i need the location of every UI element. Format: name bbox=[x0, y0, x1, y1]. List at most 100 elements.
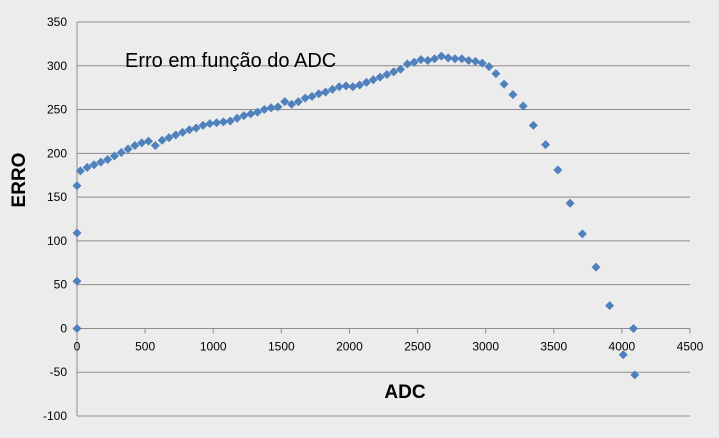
data-point bbox=[212, 118, 222, 128]
y-tick-label: 0 bbox=[60, 321, 67, 335]
data-point bbox=[205, 119, 215, 129]
data-point bbox=[423, 56, 433, 66]
y-axis-title: ERRO bbox=[9, 153, 30, 208]
data-point bbox=[300, 93, 310, 103]
data-points bbox=[72, 51, 640, 380]
data-point bbox=[605, 301, 615, 311]
data-point bbox=[402, 59, 412, 69]
data-point bbox=[287, 99, 297, 109]
data-point bbox=[103, 154, 113, 164]
data-point bbox=[191, 123, 201, 133]
data-point bbox=[75, 166, 85, 176]
y-tick-label: -100 bbox=[43, 409, 67, 423]
chart-title: Erro em função do ADC bbox=[125, 50, 336, 72]
data-point bbox=[499, 79, 509, 89]
data-point bbox=[577, 229, 587, 239]
data-point bbox=[361, 77, 371, 87]
y-tick-label: 250 bbox=[47, 103, 67, 117]
y-tick-label: 200 bbox=[47, 146, 67, 160]
data-point bbox=[541, 140, 551, 150]
x-tick-label: 2000 bbox=[336, 339, 363, 353]
data-point bbox=[389, 67, 399, 77]
data-point bbox=[280, 97, 290, 107]
x-tick-label: 500 bbox=[135, 339, 155, 353]
y-tick-label: 350 bbox=[47, 15, 67, 29]
x-tick-label: 3000 bbox=[472, 339, 499, 353]
data-point bbox=[348, 82, 358, 92]
data-point bbox=[508, 90, 518, 100]
data-point bbox=[157, 135, 167, 145]
data-point bbox=[321, 87, 331, 97]
data-point bbox=[72, 276, 82, 286]
x-tick-labels: 0 500 1000 1500 2000 2500 3000 3500 4000 4500 bbox=[74, 339, 704, 353]
data-point bbox=[518, 101, 528, 111]
data-point bbox=[565, 198, 575, 208]
data-point bbox=[89, 160, 99, 170]
gridlines bbox=[77, 21, 690, 417]
data-point bbox=[72, 228, 82, 238]
data-point bbox=[430, 54, 440, 64]
data-point bbox=[137, 138, 147, 148]
data-point bbox=[144, 136, 154, 146]
data-point bbox=[355, 80, 365, 90]
data-point bbox=[630, 370, 640, 380]
data-point bbox=[484, 62, 494, 72]
data-point bbox=[116, 147, 126, 157]
data-point bbox=[123, 144, 133, 154]
data-point bbox=[327, 84, 337, 94]
data-point bbox=[382, 70, 392, 80]
data-point bbox=[628, 323, 638, 333]
data-point bbox=[239, 111, 249, 121]
data-point bbox=[591, 262, 601, 272]
data-point bbox=[178, 127, 188, 137]
data-point bbox=[618, 350, 628, 360]
data-point bbox=[307, 91, 317, 101]
data-point bbox=[273, 102, 283, 112]
data-point bbox=[491, 69, 501, 79]
y-tick-label: 150 bbox=[47, 190, 67, 204]
data-point bbox=[341, 81, 351, 91]
data-point bbox=[470, 56, 480, 66]
data-point bbox=[436, 51, 446, 61]
data-point bbox=[72, 323, 82, 333]
y-tick-label: 300 bbox=[47, 59, 67, 73]
data-point bbox=[150, 140, 160, 150]
data-point bbox=[416, 55, 426, 65]
x-tick-label: 3500 bbox=[540, 339, 567, 353]
data-point bbox=[528, 120, 538, 130]
data-point bbox=[334, 82, 344, 92]
data-point bbox=[553, 165, 563, 175]
data-point bbox=[198, 120, 208, 130]
data-point bbox=[246, 109, 256, 119]
x-tick-label: 1500 bbox=[268, 339, 295, 353]
y-tick-label: -50 bbox=[50, 365, 68, 379]
y-tick-label: 100 bbox=[47, 234, 67, 248]
data-point bbox=[443, 53, 453, 63]
x-tick-label: 4000 bbox=[609, 339, 636, 353]
data-point bbox=[109, 151, 119, 161]
data-point bbox=[218, 117, 228, 127]
axes bbox=[76, 22, 691, 416]
x-tick-label: 0 bbox=[74, 339, 81, 353]
data-point bbox=[164, 133, 174, 143]
y-tick-labels: -100 -50 0 50 100 150 200 250 300 350 bbox=[43, 15, 67, 423]
data-point bbox=[368, 75, 378, 85]
data-point bbox=[232, 113, 242, 123]
x-tick-label: 1000 bbox=[200, 339, 227, 353]
x-axis-title: ADC bbox=[384, 382, 425, 403]
data-point bbox=[72, 181, 82, 191]
data-point bbox=[293, 97, 303, 107]
x-tick-label: 4500 bbox=[677, 339, 704, 353]
data-point bbox=[252, 107, 262, 117]
data-point bbox=[225, 116, 235, 126]
data-point bbox=[457, 54, 467, 64]
data-point bbox=[450, 54, 460, 64]
data-point bbox=[130, 140, 140, 150]
data-point bbox=[396, 64, 406, 74]
data-point bbox=[314, 89, 324, 99]
x-tick-label: 2500 bbox=[404, 339, 431, 353]
data-point bbox=[464, 56, 474, 66]
data-point bbox=[96, 157, 106, 167]
data-point bbox=[266, 103, 276, 113]
